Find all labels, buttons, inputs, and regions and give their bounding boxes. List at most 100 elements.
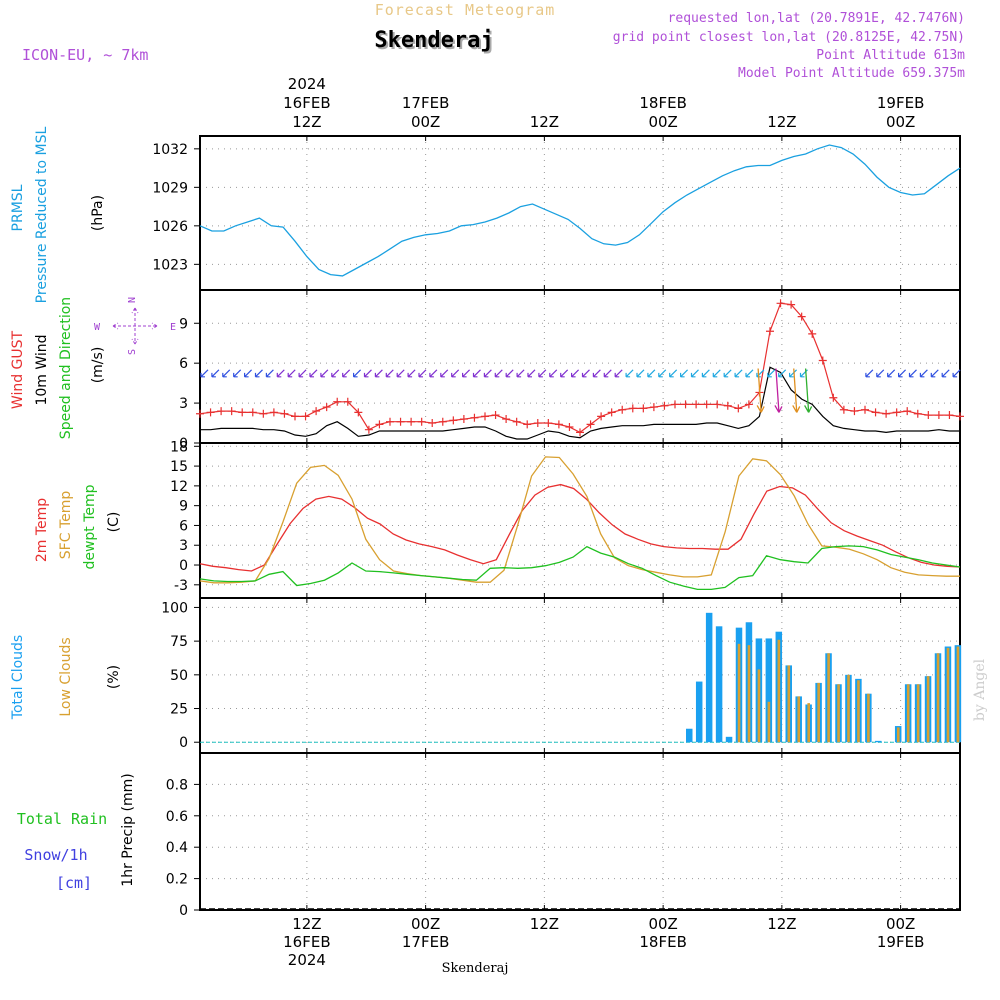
total-cloud-bar	[695, 681, 703, 743]
wind-direction-arrow	[538, 369, 547, 378]
low-cloud-bar	[936, 653, 940, 743]
wind-direction-arrow-long	[792, 368, 801, 413]
temp-sfc-line	[199, 456, 960, 584]
gust-marker	[808, 329, 817, 338]
wind-direction-arrow	[789, 369, 798, 378]
pressure-label-2: Pressure Reduced to MSL	[34, 126, 50, 303]
gust-marker	[470, 413, 479, 422]
wind-direction-arrow	[418, 369, 427, 378]
total-rain-label: Total Rain	[17, 810, 107, 828]
bottom-time-label: 18FEB	[639, 933, 686, 951]
total-cloud-bar	[705, 612, 713, 743]
wind-direction-arrow	[898, 369, 907, 378]
gust-marker	[248, 408, 257, 417]
y-tick-label: 1029	[152, 180, 188, 196]
gust-marker	[259, 409, 268, 418]
wind-direction-arrow	[483, 369, 492, 378]
top-time-label: 12Z	[292, 113, 321, 131]
y-tick-label: 9	[179, 316, 188, 332]
clouds-unit: (%)	[106, 665, 122, 689]
wind-direction-arrow	[887, 369, 896, 378]
gust-marker	[512, 417, 521, 426]
gust-marker	[713, 400, 722, 409]
gust-marker	[333, 397, 342, 406]
y-tick-label: 1032	[152, 142, 188, 158]
panel-pressure: 1023 1026 1029 1032	[152, 135, 961, 291]
bottom-time-label: 17FEB	[402, 933, 449, 951]
wind-direction-arrow	[472, 369, 481, 378]
wind-direction-arrow	[494, 369, 503, 378]
panel-precip: 0 0.2 0.4 0.6 0.8	[166, 752, 961, 919]
clouds-series	[200, 612, 962, 743]
y-tick-label: 1026	[152, 219, 188, 235]
wind-direction-arrow	[701, 369, 710, 378]
gust-marker	[671, 400, 679, 409]
top-time-label: 17FEB	[402, 94, 449, 112]
requested-coords: requested lon,lat (20.7891E, 42.7476N)	[668, 11, 965, 26]
total-cloud-bar	[765, 638, 773, 743]
y-tick-label: 12	[170, 479, 188, 495]
low-cloud-bar	[787, 665, 791, 743]
y-tick-label: 15	[170, 459, 188, 475]
low-cloud-bar	[956, 646, 960, 743]
total-cloud-bar	[875, 740, 882, 743]
wind-direction-arrow	[429, 369, 438, 378]
y-tick-label: 0	[179, 903, 188, 919]
bottom-time-label: 00Z	[411, 915, 440, 933]
wind-direction-arrow	[734, 369, 743, 378]
low-cloud-bar	[817, 682, 820, 743]
wind-direction-arrow	[712, 369, 721, 378]
gust-marker	[481, 412, 489, 421]
wind-direction-arrow	[778, 369, 787, 378]
wind-direction-arrow	[527, 369, 536, 378]
gust-marker	[829, 393, 838, 402]
wind-direction-arrow	[244, 369, 253, 378]
footer-location: Skenderaj	[442, 961, 509, 976]
wind-direction-arrow	[211, 369, 220, 378]
temperature-series	[199, 456, 961, 591]
wind-direction-arrow	[407, 369, 416, 378]
wind-direction-arrow	[560, 369, 569, 378]
wind-direction-arrow	[462, 369, 471, 378]
wind-direction-arrow	[952, 369, 961, 378]
gust-marker	[554, 420, 563, 429]
gust-marker	[618, 405, 627, 414]
pressure-label-1: PRMSL	[10, 184, 26, 231]
dewpt-line	[199, 545, 961, 591]
low-cloud-bar	[837, 684, 840, 743]
top-time-label: 00Z	[411, 113, 440, 131]
gust-marker	[839, 405, 848, 414]
gust-marker	[417, 417, 426, 426]
wind-direction-arrow	[440, 369, 449, 378]
wind-direction-arrow	[505, 369, 514, 378]
total-cloud-bar	[725, 736, 733, 743]
y-tick-label: 75	[170, 634, 188, 650]
gust-marker	[913, 409, 922, 418]
gust-marker	[523, 420, 532, 429]
wind-direction-arrow	[767, 369, 776, 378]
gust-marker	[438, 417, 447, 426]
wind-direction-arrow	[571, 369, 580, 378]
gust-marker	[301, 412, 310, 421]
wind-direction-arrow	[592, 369, 601, 378]
y-tick-label: 0.8	[166, 777, 188, 793]
total-clouds-label: Total Clouds	[10, 635, 26, 720]
wind-direction-arrow	[614, 369, 623, 378]
wind-direction-arrow	[298, 369, 307, 378]
gust-marker	[850, 407, 859, 416]
low-cloud-bar	[926, 676, 930, 743]
compass-n: N	[127, 297, 138, 303]
panel-temperature: -3 0 3 6 9 12 15 18	[170, 439, 961, 599]
location-title-shadow: Skenderaj	[376, 30, 495, 55]
gust-marker	[607, 408, 616, 417]
y-tick-label: 6	[179, 518, 188, 534]
y-tick-label: 9	[179, 499, 188, 515]
gust-marker	[903, 407, 912, 416]
gust-marker	[375, 420, 384, 429]
wind-direction-arrow	[581, 369, 590, 378]
gust-marker	[396, 417, 405, 426]
gust-marker	[744, 400, 753, 409]
y-tick-label: -3	[174, 578, 188, 594]
wind-direction-arrow	[363, 369, 372, 378]
